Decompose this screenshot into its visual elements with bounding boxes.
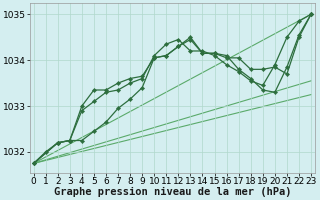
X-axis label: Graphe pression niveau de la mer (hPa): Graphe pression niveau de la mer (hPa) xyxy=(53,187,291,197)
